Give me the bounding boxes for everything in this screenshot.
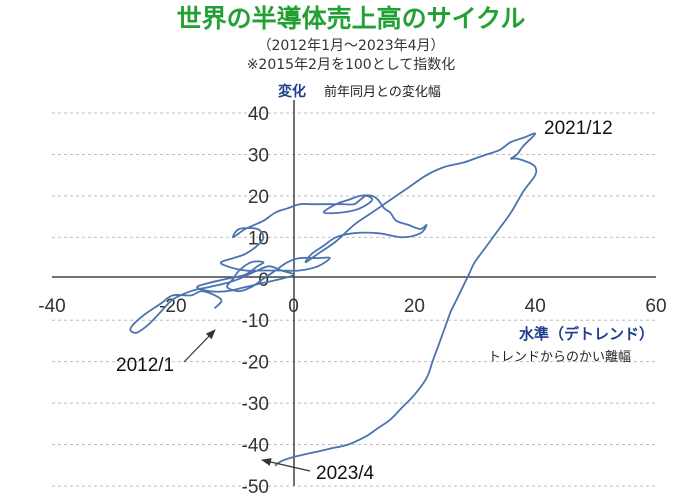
y-tick-label: 20 bbox=[248, 187, 269, 208]
x-tick-label: 40 bbox=[525, 296, 546, 317]
y-tick-label: -20 bbox=[242, 353, 269, 374]
y-tick-label: -40 bbox=[242, 436, 269, 457]
chart-title: 世界の半導体売上高のサイクル bbox=[177, 4, 526, 33]
y-axis-label-note: 前年同月との変化幅 bbox=[324, 84, 441, 100]
y-tick-label: 10 bbox=[248, 228, 269, 249]
x-tick-label: 20 bbox=[404, 296, 425, 317]
x-tick-label: -40 bbox=[38, 296, 65, 317]
chart-subtitle-index-note: ※2015年2月を100として指数化 bbox=[247, 57, 456, 73]
arrow-2012-1 bbox=[183, 329, 216, 363]
y-tick-label: -30 bbox=[242, 394, 269, 415]
x-tick-label: -20 bbox=[159, 296, 186, 317]
series-group bbox=[129, 132, 538, 467]
grid-lines bbox=[52, 112, 656, 487]
annotation-2012-1: 2012/1 bbox=[116, 355, 174, 376]
y-tick-label: 30 bbox=[248, 145, 269, 166]
x-tick-label: 0 bbox=[288, 296, 299, 317]
tick-labels: -50 -40 -30 -20 -10 0 10 20 30 40 -40 -20 0 20 40 60 bbox=[38, 104, 666, 498]
annotation-2023-4: 2023/4 bbox=[316, 463, 375, 484]
y-axis-label: 変化 bbox=[278, 83, 306, 100]
x-axis-label: 水準（デトレンド） bbox=[519, 325, 654, 343]
annotation-2021-12: 2021/12 bbox=[544, 118, 613, 139]
y-tick-label: 0 bbox=[258, 270, 269, 291]
y-tick-label: -50 bbox=[242, 477, 269, 498]
chart-subtitle-period: （2012年1月～2023年4月） bbox=[257, 38, 444, 54]
y-tick-label: -10 bbox=[242, 311, 269, 332]
y-tick-label: 40 bbox=[248, 104, 269, 125]
arrow-2023-4 bbox=[261, 458, 311, 472]
series-line-0 bbox=[129, 132, 538, 467]
x-axis-label-note: トレンドからのかい離幅 bbox=[488, 350, 631, 365]
x-tick-label: 60 bbox=[645, 296, 666, 317]
